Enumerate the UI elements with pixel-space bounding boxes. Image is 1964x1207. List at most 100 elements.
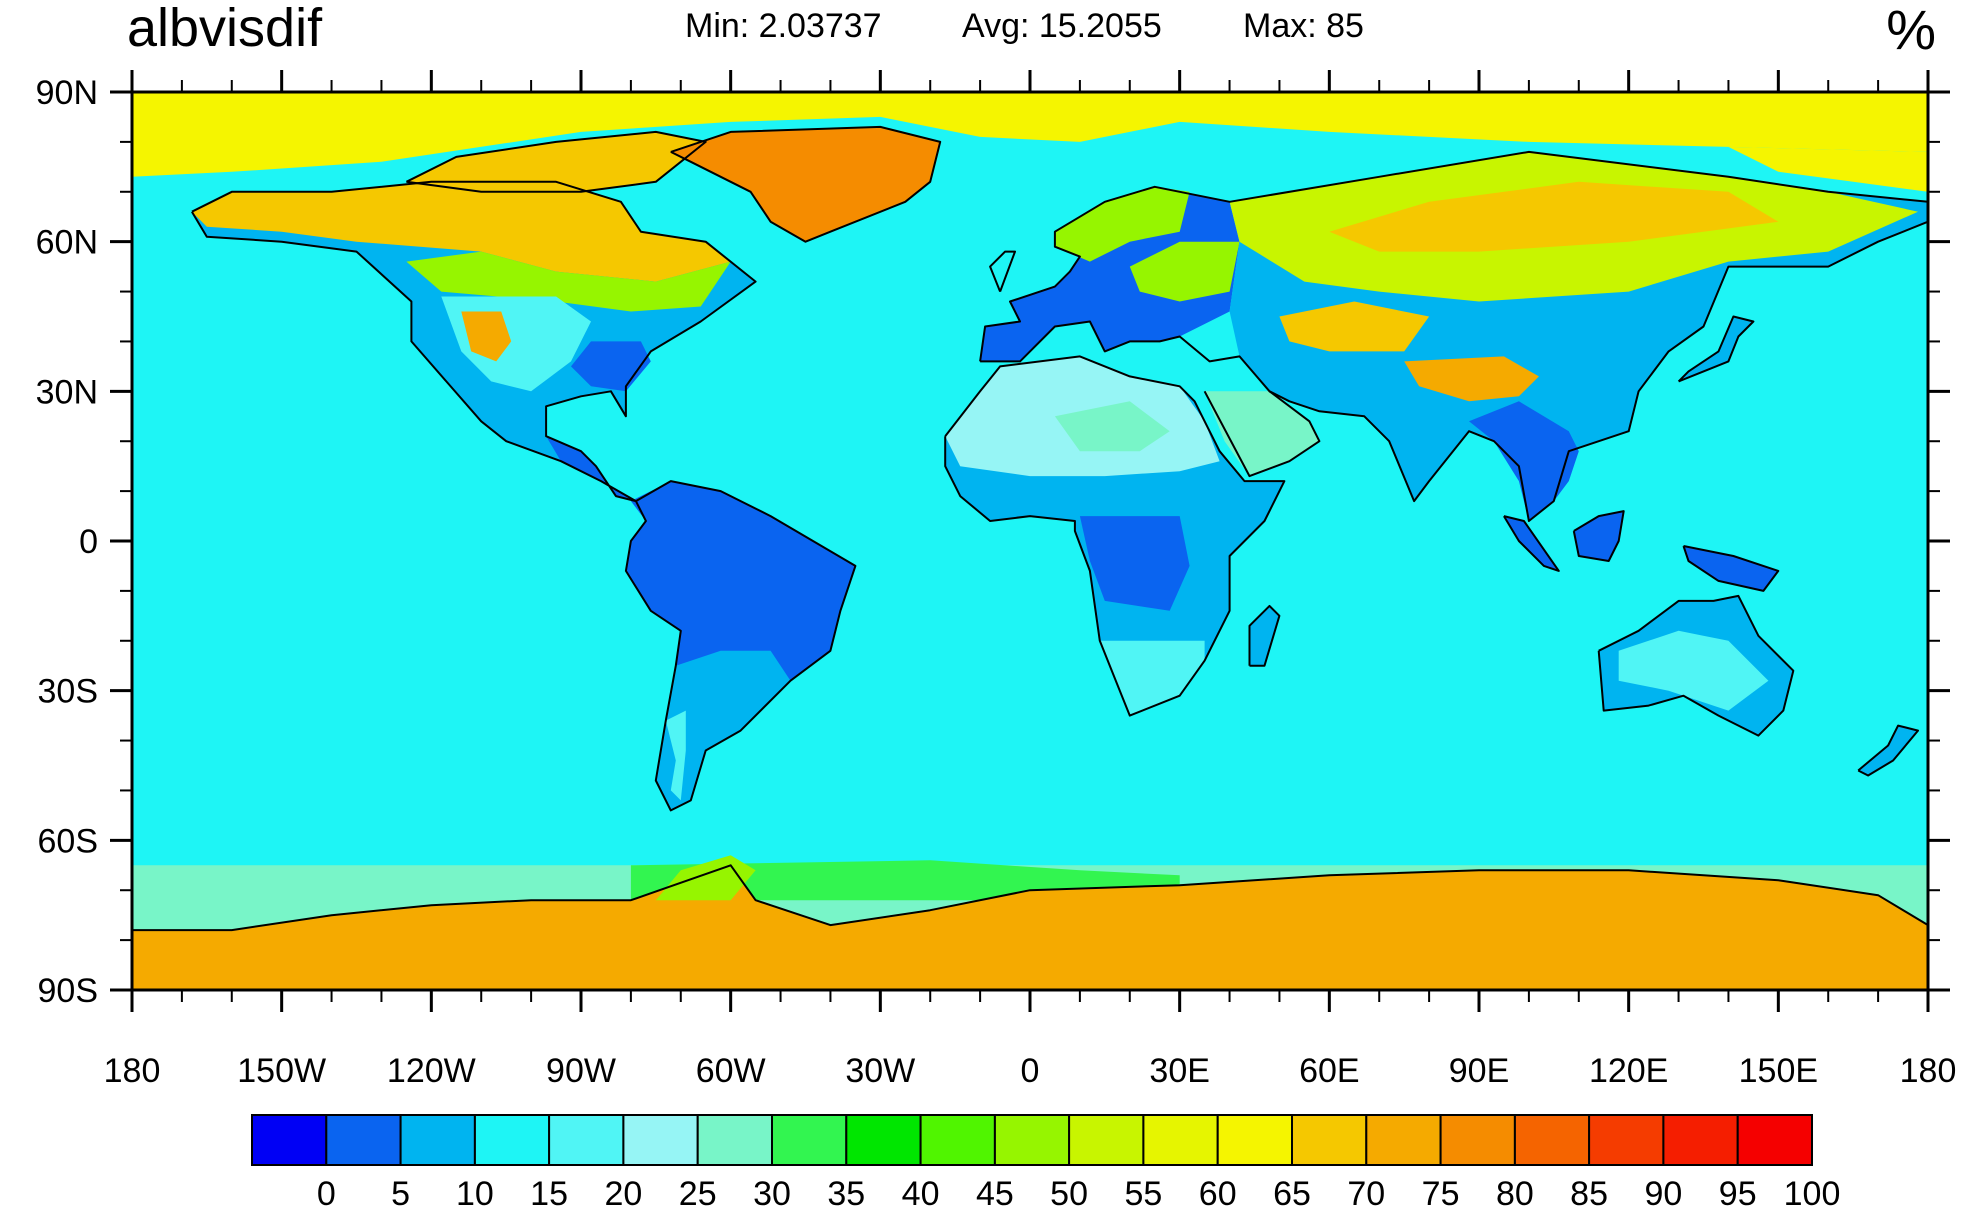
region-siberia-warm: [1329, 181, 1779, 252]
lon-label: 180: [1900, 1052, 1957, 1090]
colorbar-swatch: [1588, 1114, 1665, 1166]
colorbar-label: 95: [1719, 1175, 1757, 1207]
colorbar-swatch: [696, 1114, 774, 1166]
map-body: [132, 92, 1929, 990]
colorbar-swatch: [845, 1114, 922, 1166]
lat-label: 60S: [38, 822, 99, 860]
coast-sumatra: [1503, 515, 1560, 572]
colorbar-swatch: [1365, 1114, 1442, 1166]
region-sahara-core: [1054, 401, 1170, 452]
lon-label: 90W: [546, 1052, 616, 1090]
min-stat: Min: 2.03737: [685, 7, 882, 45]
coast-borneo: [1572, 510, 1625, 562]
region-canada-archipelago: [406, 131, 706, 192]
colorbar-swatch: [622, 1114, 699, 1166]
region-india: [1369, 391, 1469, 502]
lat-label: 60N: [36, 224, 98, 262]
region-sumatra: [1503, 516, 1559, 571]
colorbar-swatch: [1291, 1114, 1368, 1166]
colorbar-label: 90: [1644, 1175, 1682, 1207]
colorbar-swatch: [1662, 1114, 1739, 1166]
lon-label: 30E: [1149, 1052, 1210, 1090]
coast-antarctica: [132, 864, 1929, 932]
coast-greenland: [670, 125, 942, 243]
region-andes-south: [665, 710, 686, 801]
colorbar-swatch: [548, 1114, 625, 1166]
colorbar-label: 60: [1199, 1175, 1237, 1207]
region-antarctica: [132, 865, 1928, 990]
region-scandinavia: [1054, 186, 1190, 262]
region-eastern-europe: [1129, 241, 1240, 302]
colorbar: 0 5 10 15 20 25 30 35 40 45 50 55 60 65 70 75 80 85 90 95 10…: [251, 1114, 1841, 1207]
map-axes: 90N 60N 30N 0 30S 60S 90S 180 150W 120W 90W 60W 30W 0…: [36, 70, 1957, 1090]
region-central-asia: [1279, 301, 1430, 352]
colorbar-label: 100: [1784, 1175, 1841, 1207]
colorbar-swatch: [1439, 1114, 1516, 1166]
region-north-america-north: [191, 181, 731, 282]
coast-americas: [191, 180, 857, 812]
lon-label: 150E: [1739, 1052, 1818, 1090]
lon-label: 60W: [696, 1052, 766, 1090]
colorbar-label: 55: [1124, 1175, 1162, 1207]
lon-label: 120E: [1589, 1052, 1668, 1090]
colorbar-label: 20: [604, 1175, 642, 1207]
coast-africa: [944, 355, 1286, 717]
region-rockies: [461, 311, 512, 362]
colorbar-swatch: [473, 1114, 551, 1166]
map-title: albvisdif: [127, 0, 323, 58]
coast-australia: [1597, 594, 1795, 737]
colorbar-label: 0: [317, 1175, 336, 1207]
colorbar-swatch: [325, 1114, 402, 1166]
coast-arabia: [1203, 390, 1321, 478]
colorbar-label: 80: [1496, 1175, 1534, 1207]
colorbar-label: 15: [530, 1175, 568, 1207]
colorbar-label: 50: [1050, 1175, 1088, 1207]
coast-eurasia: [979, 150, 1929, 362]
lat-label: 30N: [36, 373, 98, 411]
units-label: %: [1886, 0, 1936, 61]
coast-asia-east: [980, 220, 1929, 522]
region-madagascar: [1249, 605, 1280, 666]
avg-stat: Avg: 15.2055: [962, 7, 1162, 45]
colorbar-label: 40: [902, 1175, 940, 1207]
lat-label: 0: [79, 523, 98, 561]
region-central-america: [546, 436, 636, 502]
lon-label: 0: [1021, 1052, 1040, 1090]
coast-canada-islands: [405, 130, 707, 193]
colorbar-swatch: [1736, 1114, 1813, 1166]
lat-label: 90S: [38, 972, 99, 1010]
colorbar-label: 35: [827, 1175, 865, 1207]
colorbar-swatch: [1513, 1114, 1591, 1166]
colorbar-label: 25: [679, 1175, 717, 1207]
coast-newguinea: [1682, 545, 1780, 592]
lon-label: 150W: [237, 1052, 326, 1090]
lon-label: 180: [104, 1052, 161, 1090]
lon-label: 60E: [1299, 1052, 1360, 1090]
colorbar-swatch: [1068, 1114, 1145, 1166]
region-africa-south: [1099, 640, 1205, 716]
colorbar-label: 70: [1347, 1175, 1385, 1207]
lon-label: 30W: [845, 1052, 915, 1090]
region-canada-boreal: [406, 251, 731, 312]
region-congo: [1079, 516, 1190, 611]
region-arctic-sea-ice: [132, 92, 1928, 177]
colorbar-label: 10: [456, 1175, 494, 1207]
lon-label: 90E: [1449, 1052, 1510, 1090]
region-south-america-south: [655, 650, 791, 811]
region-japan: [1678, 316, 1754, 382]
colorbar-label: 65: [1273, 1175, 1311, 1207]
region-arctic-ice-east: [1728, 146, 1928, 192]
coast-uk: [989, 250, 1016, 292]
max-stat: Max: 85: [1243, 7, 1364, 45]
colorbar-label: 30: [753, 1175, 791, 1207]
lat-label: 90N: [36, 74, 98, 112]
colorbar-label: 5: [391, 1175, 410, 1207]
colorbar-swatch: [993, 1114, 1071, 1166]
colorbar-label: 85: [1570, 1175, 1608, 1207]
region-arabia: [1204, 391, 1320, 477]
coast-japan: [1677, 315, 1755, 383]
lon-label: 120W: [387, 1052, 476, 1090]
region-australia-interior: [1618, 630, 1769, 711]
colorbar-label: 45: [976, 1175, 1014, 1207]
colorbar-swatch: [399, 1114, 476, 1166]
